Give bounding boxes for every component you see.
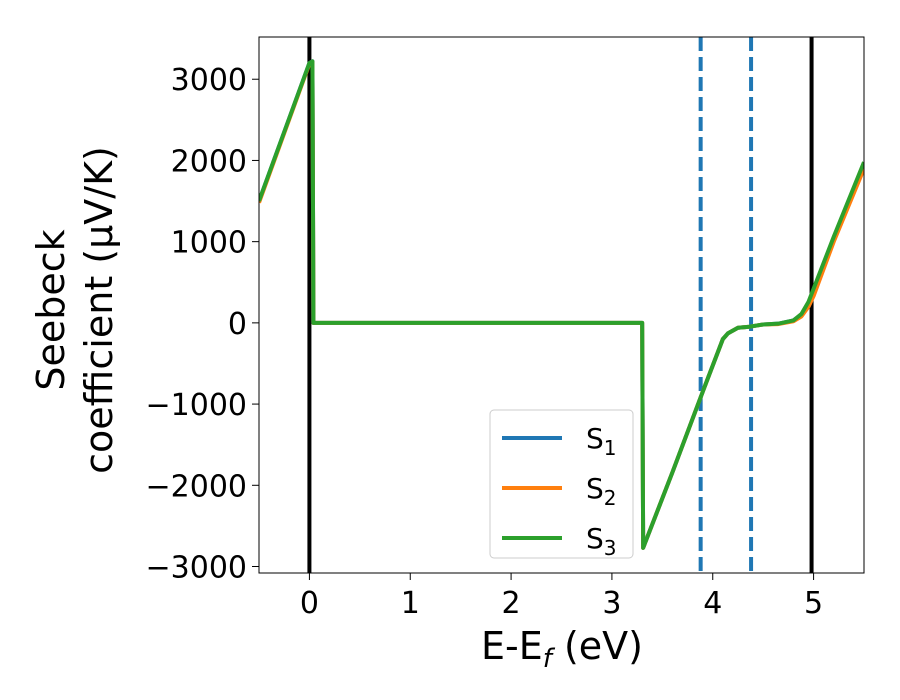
legend-box	[489, 409, 634, 559]
x-axis: 0 1 2 3 4 5	[300, 573, 823, 621]
legend-label-s3: S3	[586, 522, 617, 560]
y-tick-label: 1000	[171, 226, 247, 261]
y-tick-label: −3000	[146, 551, 247, 586]
y-axis-label: Seebeck coefficient (μV/K)	[29, 146, 121, 474]
plot-area	[259, 37, 864, 573]
series-line-s3	[259, 59, 864, 550]
y-axis: 3000 2000 1000 0 −1000 −2000 −3000	[146, 63, 259, 586]
y-axis-label-line2: coefficient (μV/K)	[77, 146, 121, 474]
y-tick-label: −2000	[146, 469, 247, 504]
y-tick-label: 2000	[171, 144, 247, 179]
y-tick-label: 0	[228, 307, 247, 342]
x-tick-label: 0	[300, 586, 319, 621]
y-tick-label: −1000	[146, 388, 247, 423]
legend-label-s2: S2	[586, 472, 617, 510]
x-tick-label: 3	[602, 586, 621, 621]
y-tick-label: 3000	[171, 63, 247, 98]
legend-label-s1: S1	[586, 422, 617, 460]
x-tick-label: 4	[703, 586, 722, 621]
y-axis-label-line1: Seebeck	[29, 229, 73, 390]
x-tick-label: 2	[502, 586, 521, 621]
x-axis-label: E-Ef (eV)	[481, 624, 643, 674]
x-tick-label: 1	[401, 586, 420, 621]
legend: S1 S2 S3	[489, 409, 634, 560]
x-tick-label: 5	[804, 586, 823, 621]
plot-frame	[258, 36, 865, 574]
